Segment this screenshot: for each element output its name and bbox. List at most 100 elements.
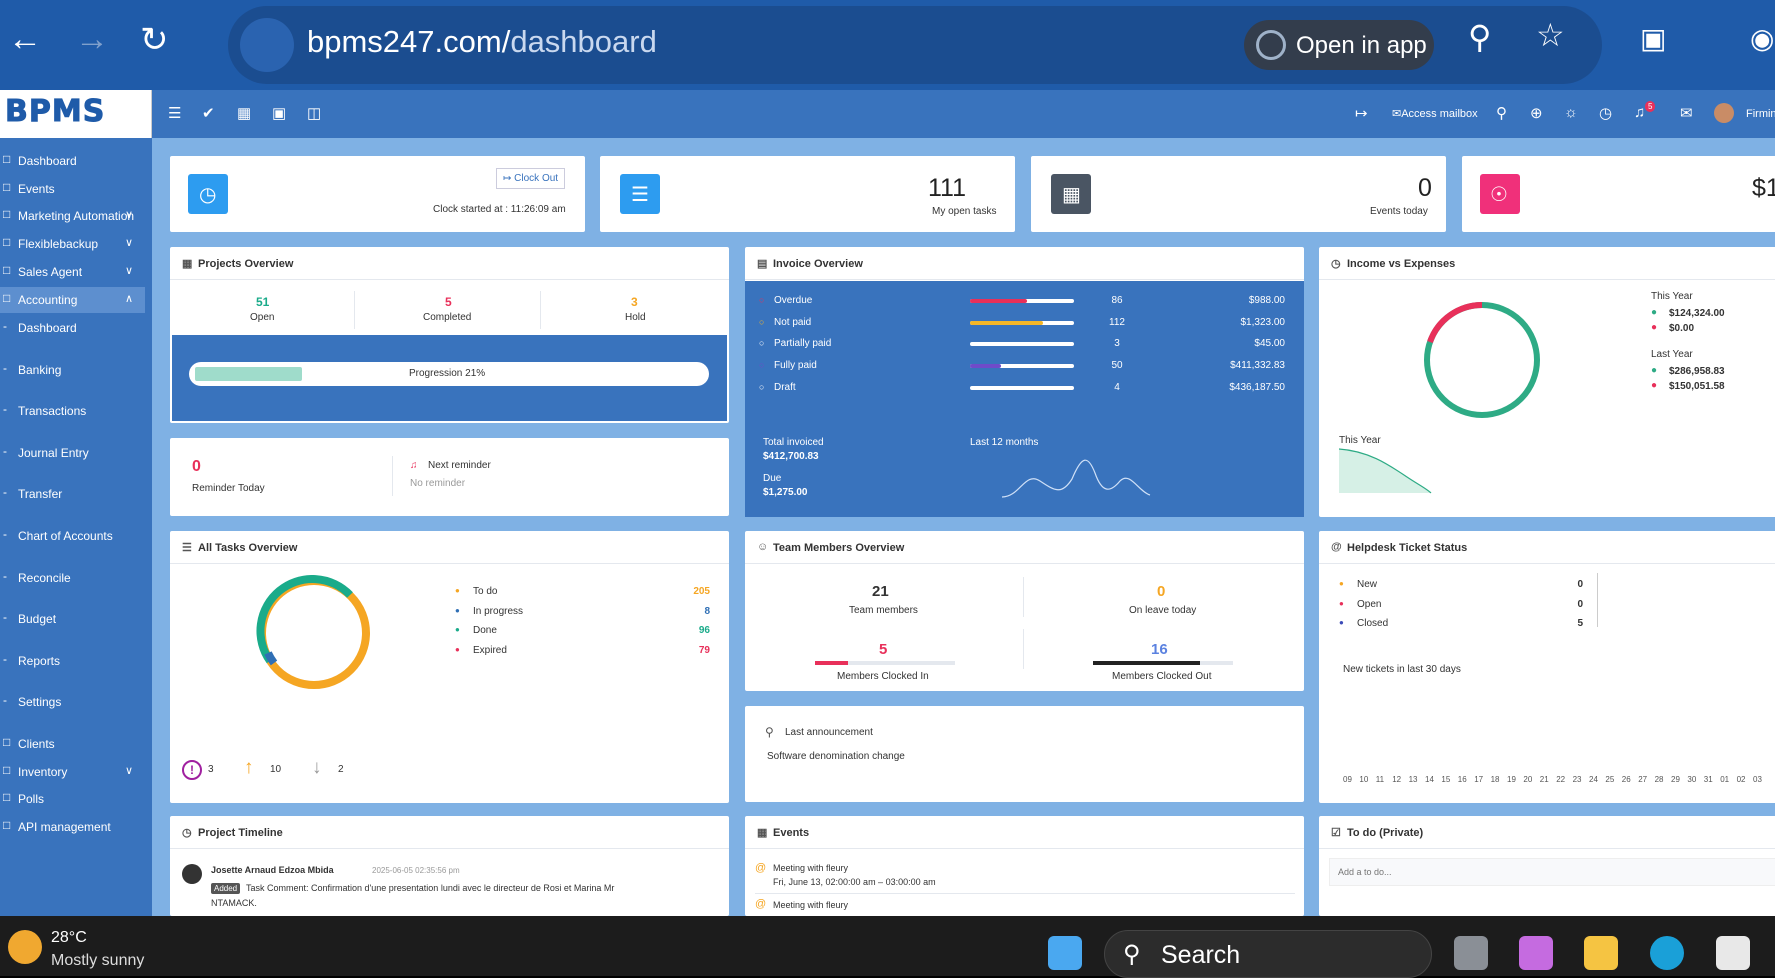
copilot-icon[interactable] <box>1519 936 1553 970</box>
ticket-status-value: 5 <box>1577 618 1583 629</box>
sidebar-item-chart-of-accounts[interactable]: - Chart of Accounts <box>0 523 145 549</box>
events-today-card[interactable]: ▦ 0 Events today <box>1031 156 1446 232</box>
open-in-app-button[interactable]: Open in app <box>1244 20 1434 70</box>
logout-icon[interactable]: ↦ <box>1355 105 1368 122</box>
zoom-icon[interactable]: ⚲ <box>1468 19 1492 55</box>
projects-open-count: 51 <box>256 295 270 309</box>
invoice-row[interactable]: ○ Not paid 112 $1,323.00 <box>745 317 1304 335</box>
day-tick-label: 11 <box>1375 775 1385 784</box>
sidebar-item-reconcile[interactable]: - Reconcile <box>0 565 145 591</box>
globe-icon[interactable]: ☼ <box>1564 104 1578 121</box>
event-title[interactable]: Meeting with fleury <box>773 863 849 873</box>
clock-icon[interactable]: ◷ <box>1599 105 1613 122</box>
sidebar-item-dashboard[interactable]: □ Dashboard <box>0 148 145 174</box>
invoice-status-bar <box>970 385 1074 390</box>
sidebar-item-events[interactable]: □ Events <box>0 176 145 202</box>
reload-icon[interactable]: ↻ <box>140 21 169 59</box>
weather-text[interactable]: Mostly sunny <box>51 952 145 969</box>
search-icon[interactable]: ⚲ <box>1496 105 1507 122</box>
author-avatar[interactable] <box>182 864 202 884</box>
invoice-status-amount: $988.00 <box>1248 295 1285 306</box>
screen-search-icon[interactable]: ▣ <box>1640 23 1667 54</box>
progress-bar: Progression 21% <box>189 362 709 386</box>
day-tick-label: 14 <box>1425 775 1434 784</box>
announcement-text[interactable]: Software denomination change <box>767 751 905 762</box>
task-status-name[interactable]: Done <box>473 625 497 636</box>
high-count: 10 <box>270 764 282 775</box>
clocked-out-count: 16 <box>1151 641 1168 658</box>
clock-card: ◷ ↦ Clock Out Clock started at : 11:26:0… <box>170 156 585 232</box>
sidebar-item-reports[interactable]: - Reports <box>0 648 145 674</box>
timeline-author[interactable]: Josette Arnaud Edzoa Mbida <box>211 865 334 875</box>
due-value: $1,275.00 <box>763 487 808 498</box>
clock-out-button[interactable]: ↦ Clock Out <box>496 168 566 189</box>
sidebar-item-dashboard[interactable]: - Dashboard <box>0 315 145 341</box>
divider <box>1023 629 1024 669</box>
sidebar-item-journal-entry[interactable]: - Journal Entry <box>0 440 145 466</box>
avatar[interactable] <box>1714 103 1734 123</box>
todo-input[interactable] <box>1329 858 1775 886</box>
sidebar-item-transactions[interactable]: - Transactions <box>0 398 145 424</box>
event-title[interactable]: Meeting with fleury <box>773 900 849 910</box>
monitor-icon[interactable]: ◫ <box>307 105 322 122</box>
invoice-row[interactable]: ○ Fully paid 50 $411,332.83 <box>745 360 1304 378</box>
menu-icon[interactable]: ☰ <box>168 105 182 122</box>
chevron-icon: ∨ <box>124 765 133 777</box>
sidebar-item-settings[interactable]: - Settings <box>0 689 145 715</box>
mail-icon[interactable]: ✉ <box>1680 105 1693 122</box>
taskbar-search[interactable]: ⚲ Search <box>1104 930 1432 978</box>
windows-start-icon[interactable] <box>1048 936 1082 970</box>
user-name[interactable]: Firmin <box>1746 108 1775 120</box>
plus-icon[interactable]: ⊕ <box>1530 105 1543 122</box>
weather-temp[interactable]: 28°C <box>51 929 87 946</box>
invoice-row[interactable]: ○ Overdue 86 $988.00 <box>745 295 1304 313</box>
file-explorer-icon[interactable] <box>1584 936 1618 970</box>
grid-icon[interactable]: ▦ <box>237 105 252 122</box>
ticket-status-name[interactable]: Open <box>1357 598 1382 610</box>
invoice-row[interactable]: ○ Partially paid 3 $45.00 <box>745 338 1304 356</box>
store-icon[interactable] <box>1716 936 1750 970</box>
menu-bullet-icon: □ <box>3 180 11 194</box>
task-status-name[interactable]: Expired <box>473 644 507 656</box>
back-icon[interactable]: ← <box>8 20 42 58</box>
sidebar-item-marketing-automation[interactable]: □ Marketing Automation ∨ <box>0 203 145 229</box>
sidebar-item-flexiblebackup[interactable]: □ Flexiblebackup ∨ <box>0 231 145 257</box>
invoice-row[interactable]: ○ Draft 4 $436,187.50 <box>745 382 1304 400</box>
bell-icon[interactable]: ♫ <box>1634 104 1646 121</box>
sidebar-item-clients[interactable]: □ Clients <box>0 731 145 757</box>
weather-sun-icon[interactable] <box>8 930 42 964</box>
task-view-icon[interactable] <box>1454 936 1488 970</box>
open-tasks-card[interactable]: ☰ 111 My open tasks <box>600 156 1015 232</box>
sidebar-item-api-management[interactable]: □ API management <box>0 814 145 840</box>
building-icon[interactable]: ▣ <box>272 105 287 122</box>
sidebar-item-accounting[interactable]: □ Accounting ∧ <box>0 287 145 313</box>
sidebar-item-transfer[interactable]: - Transfer <box>0 481 145 507</box>
ticket-status-name[interactable]: New <box>1357 579 1378 590</box>
bell-icon: ♫ <box>410 460 418 471</box>
reminder-card: 0 Reminder Today ♫ Next reminder No remi… <box>170 438 729 516</box>
sidebar-item-banking[interactable]: - Banking <box>0 357 145 383</box>
logo[interactable]: BPMS <box>0 90 152 138</box>
sidebar-item-polls[interactable]: □ Polls <box>0 786 145 812</box>
sidebar-item-inventory[interactable]: □ Inventory ∨ <box>0 759 145 785</box>
edge-icon[interactable] <box>1650 936 1684 970</box>
url-text[interactable]: bpms247.com/dashboard <box>307 24 657 59</box>
sidebar-item-sales-agent[interactable]: □ Sales Agent ∨ <box>0 259 145 285</box>
sidebar-item-budget[interactable]: - Budget <box>0 606 145 632</box>
project-timeline-header: ◷ Project Timeline <box>170 816 729 849</box>
day-tick-label: 18 <box>1490 775 1500 784</box>
favorite-star-icon[interactable]: ☆ <box>1536 17 1565 53</box>
profile-icon[interactable]: ◉ <box>1750 23 1775 54</box>
task-status-name[interactable]: To do <box>473 586 498 597</box>
check-icon[interactable]: ✔ <box>202 105 215 122</box>
fourth-stat-card[interactable]: ☉ $1 <box>1462 156 1775 232</box>
forward-icon[interactable]: → <box>75 20 109 58</box>
task-status-name[interactable]: In progress <box>473 605 524 617</box>
access-mailbox-link[interactable]: ✉Access mailbox <box>1392 108 1478 120</box>
site-info-icon[interactable] <box>240 18 294 72</box>
address-bar[interactable]: bpms247.com/dashboard Open in app ⚲ ☆ <box>228 6 1602 84</box>
divider <box>392 456 393 496</box>
urgent-icon: ! <box>182 760 202 780</box>
ticket-status-name[interactable]: Closed <box>1357 618 1389 629</box>
day-tick-label: 30 <box>1687 775 1697 784</box>
